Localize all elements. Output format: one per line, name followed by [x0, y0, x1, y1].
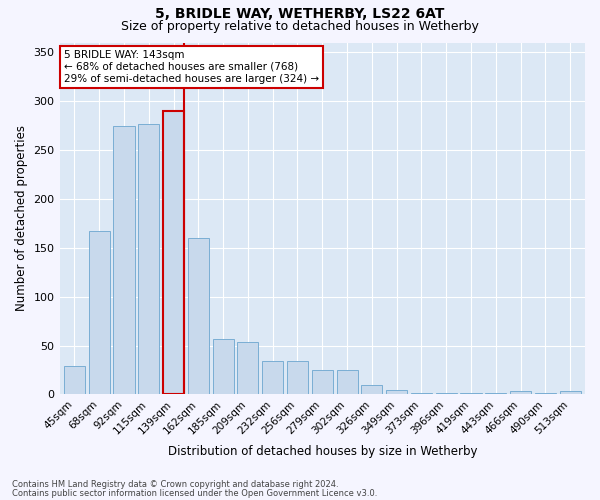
Bar	[262, 361, 283, 394]
Text: Size of property relative to detached houses in Wetherby: Size of property relative to detached ho…	[121, 20, 479, 33]
Text: Contains HM Land Registry data © Crown copyright and database right 2024.: Contains HM Land Registry data © Crown c…	[12, 480, 338, 489]
X-axis label: Distribution of detached houses by size in Wetherby: Distribution of detached houses by size …	[167, 444, 477, 458]
Bar	[89, 231, 110, 394]
Bar	[510, 390, 531, 394]
Bar	[337, 370, 358, 394]
Y-axis label: Number of detached properties: Number of detached properties	[15, 126, 28, 312]
Bar	[212, 338, 233, 394]
Bar	[113, 126, 134, 394]
Bar	[188, 238, 209, 394]
Bar	[361, 384, 382, 394]
Bar	[138, 124, 160, 394]
Bar	[64, 366, 85, 394]
Bar	[238, 342, 259, 394]
Bar	[287, 361, 308, 394]
Text: 5 BRIDLE WAY: 143sqm
← 68% of detached houses are smaller (768)
29% of semi-deta: 5 BRIDLE WAY: 143sqm ← 68% of detached h…	[64, 50, 319, 84]
Bar	[312, 370, 333, 394]
Text: Contains public sector information licensed under the Open Government Licence v3: Contains public sector information licen…	[12, 488, 377, 498]
Bar	[163, 111, 184, 395]
Bar	[386, 390, 407, 394]
Text: 5, BRIDLE WAY, WETHERBY, LS22 6AT: 5, BRIDLE WAY, WETHERBY, LS22 6AT	[155, 8, 445, 22]
Bar	[560, 390, 581, 394]
